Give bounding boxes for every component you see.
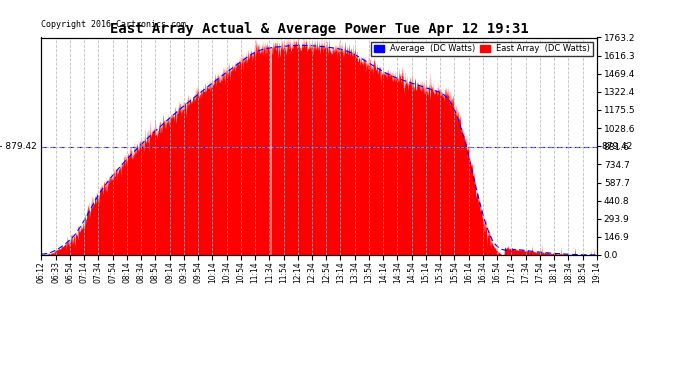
Text: ← 879.42: ← 879.42 [0, 142, 37, 151]
Text: Copyright 2016 Cartronics.com: Copyright 2016 Cartronics.com [41, 20, 186, 29]
Legend: Average  (DC Watts), East Array  (DC Watts): Average (DC Watts), East Array (DC Watts… [371, 42, 593, 56]
Text: 879.42: 879.42 [601, 142, 633, 151]
Title: East Array Actual & Average Power Tue Apr 12 19:31: East Array Actual & Average Power Tue Ap… [110, 22, 529, 36]
